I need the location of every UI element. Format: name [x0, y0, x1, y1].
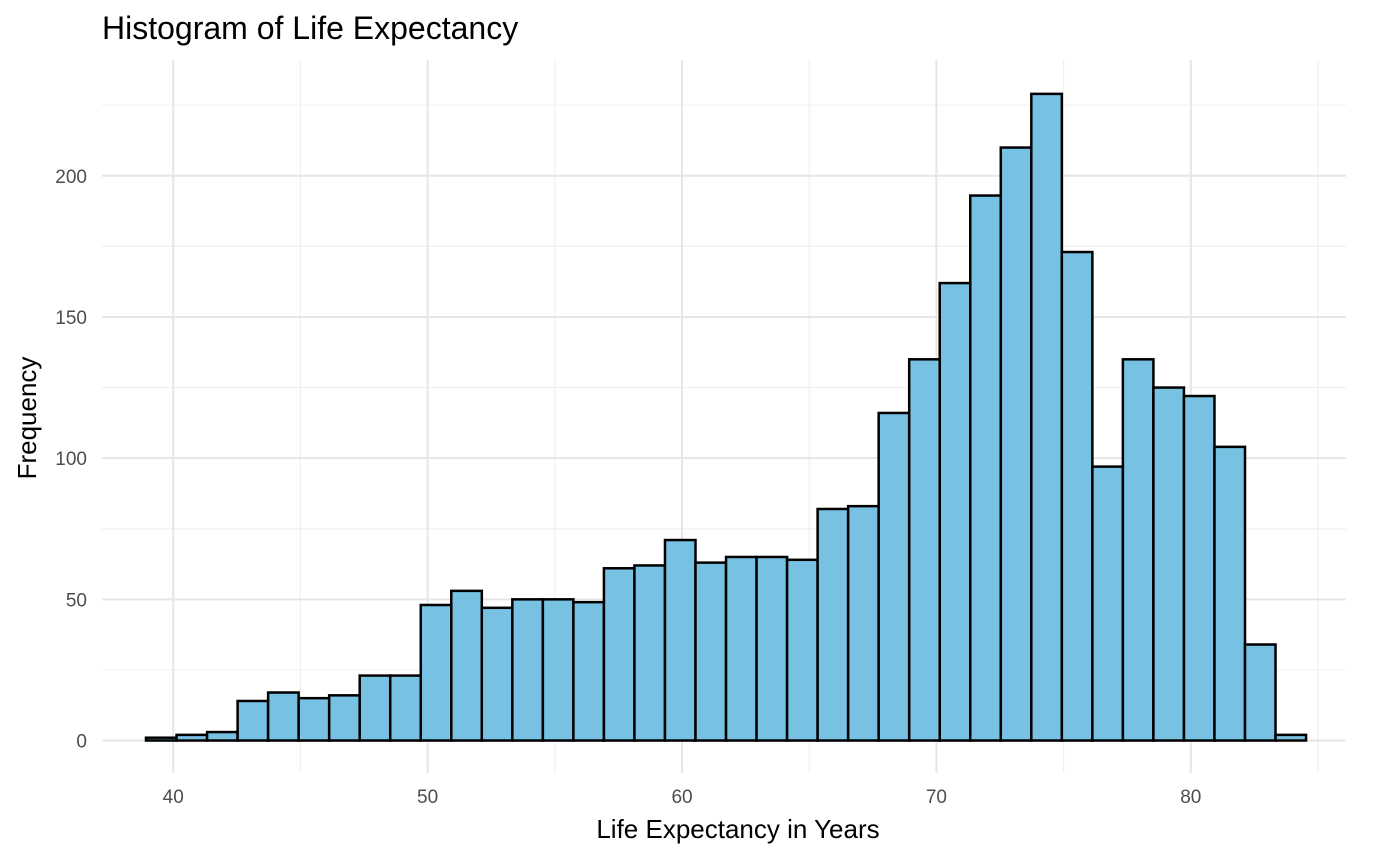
histogram-bar [1182, 394, 1216, 742]
histogram-bar [541, 598, 575, 742]
histogram-bar [419, 603, 453, 742]
histogram-bar [1152, 386, 1186, 742]
histogram-bar [938, 281, 972, 742]
histogram-bar [1091, 465, 1125, 742]
x-axis-title: Life Expectancy in Years [596, 814, 879, 844]
histogram-bar [1030, 92, 1064, 742]
histogram-bar [724, 555, 758, 742]
histogram-bar [1213, 445, 1247, 742]
bar-layer [144, 92, 1308, 742]
histogram-bar [755, 555, 789, 742]
histogram-bar [572, 600, 606, 742]
x-tick-label: 50 [417, 787, 438, 808]
histogram-bar [327, 694, 361, 742]
histogram-bar [205, 730, 239, 742]
y-axis-title: Frequency [12, 357, 42, 480]
histogram-bar [602, 567, 636, 742]
histogram-bar [816, 507, 850, 742]
histogram-bar [969, 194, 1003, 742]
histogram-bar [297, 696, 331, 742]
histogram-bar [1274, 733, 1308, 742]
histogram-bar [877, 411, 911, 742]
histogram-bar [785, 558, 819, 742]
histogram-bar [236, 699, 270, 742]
histogram-bar [358, 674, 392, 742]
histogram-bar [144, 736, 178, 742]
histogram-bar [450, 589, 484, 742]
histogram-bar [480, 606, 514, 742]
y-tick-label: 50 [66, 590, 87, 611]
histogram-bar [694, 561, 728, 742]
x-tick-label: 80 [1180, 787, 1201, 808]
histogram-bar [511, 598, 545, 742]
histogram-bar [846, 504, 880, 742]
histogram-bar [1243, 643, 1277, 742]
histogram-bar [999, 146, 1033, 742]
histogram-bar [388, 674, 423, 742]
tick-layer: 40 50 60 70 80 0 50 100 150 200 [55, 167, 1201, 808]
y-tick-label: 150 [55, 308, 87, 329]
y-tick-label: 200 [55, 167, 87, 188]
y-tick-label: 0 [76, 732, 87, 753]
y-tick-label: 100 [55, 449, 87, 470]
histogram-bar [1121, 358, 1155, 742]
chart-title: Histogram of Life Expectancy [102, 10, 518, 46]
histogram-bar [175, 733, 209, 742]
x-tick-label: 60 [671, 787, 692, 808]
histogram-bar [633, 564, 667, 742]
histogram-bar [907, 358, 941, 742]
x-tick-label: 70 [926, 787, 947, 808]
histogram-bar [266, 691, 300, 742]
histogram-bar [1060, 250, 1094, 742]
histogram-bar [663, 538, 697, 742]
x-tick-label: 40 [163, 787, 184, 808]
